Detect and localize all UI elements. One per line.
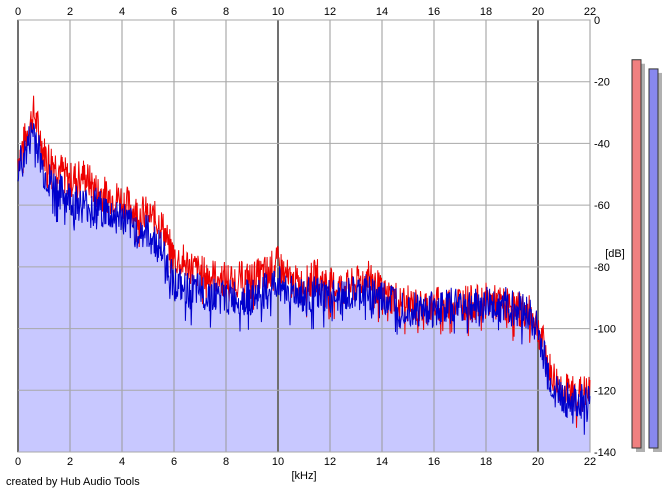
x-tick-label-top: 12 (324, 6, 336, 18)
x-tick-label-top: 6 (171, 6, 177, 18)
x-tick-label-top: 4 (119, 6, 125, 18)
y-tick-label: 0 (594, 15, 600, 27)
x-tick-label-top: 18 (480, 6, 492, 18)
x-tick-label-top: 2 (67, 6, 73, 18)
x-tick-label-bottom: 6 (171, 456, 177, 468)
level-meter-right (648, 68, 659, 449)
x-tick-label-top: 8 (223, 6, 229, 18)
y-tick-label: -20 (594, 77, 610, 89)
y-tick-label: -40 (594, 138, 610, 150)
x-tick-label-bottom: 8 (223, 456, 229, 468)
x-axis-top: 0 2 4 6 8 10 12 14 16 18 20 22 (15, 6, 596, 18)
y-tick-label: -60 (594, 200, 610, 212)
x-tick-label-top: 10 (272, 6, 284, 18)
x-axis-bottom: 0 2 4 6 8 10 12 14 16 18 20 22 (15, 456, 596, 468)
x-tick-label-top: 16 (428, 6, 440, 18)
y-tick-label: -100 (594, 324, 616, 336)
x-tick-label-bottom: 12 (324, 456, 336, 468)
level-meter-left (631, 59, 642, 449)
x-axis-label: [kHz] (291, 470, 316, 482)
x-tick-label-top: 20 (532, 6, 544, 18)
credit-text: created by Hub Audio Tools (6, 476, 140, 488)
y-axis-label: [dB] (605, 248, 625, 260)
y-tick-label: -120 (594, 385, 616, 397)
x-tick-label-top: 14 (376, 6, 388, 18)
x-tick-label-bottom: 22 (584, 456, 596, 468)
x-tick-label-bottom: 16 (428, 456, 440, 468)
blue-channel-line (17, 122, 591, 435)
y-axis-right: 0 -20 -40 -60 -80 -100 -120 -140 (594, 15, 616, 459)
x-tick-label-bottom: 0 (15, 456, 21, 468)
x-tick-label-top: 0 (15, 6, 21, 18)
x-tick-label-bottom: 18 (480, 456, 492, 468)
x-tick-label-bottom: 10 (272, 456, 284, 468)
y-tick-label: -80 (594, 262, 610, 274)
y-tick-label: -140 (594, 447, 616, 459)
gridlines (17, 19, 591, 453)
x-tick-label-top: 22 (584, 6, 596, 18)
x-tick-label-bottom: 2 (67, 456, 73, 468)
series-layer (17, 95, 591, 435)
x-tick-label-bottom: 20 (532, 456, 544, 468)
x-tick-label-bottom: 4 (119, 456, 125, 468)
level-meters (631, 59, 662, 453)
x-tick-label-bottom: 14 (376, 456, 388, 468)
